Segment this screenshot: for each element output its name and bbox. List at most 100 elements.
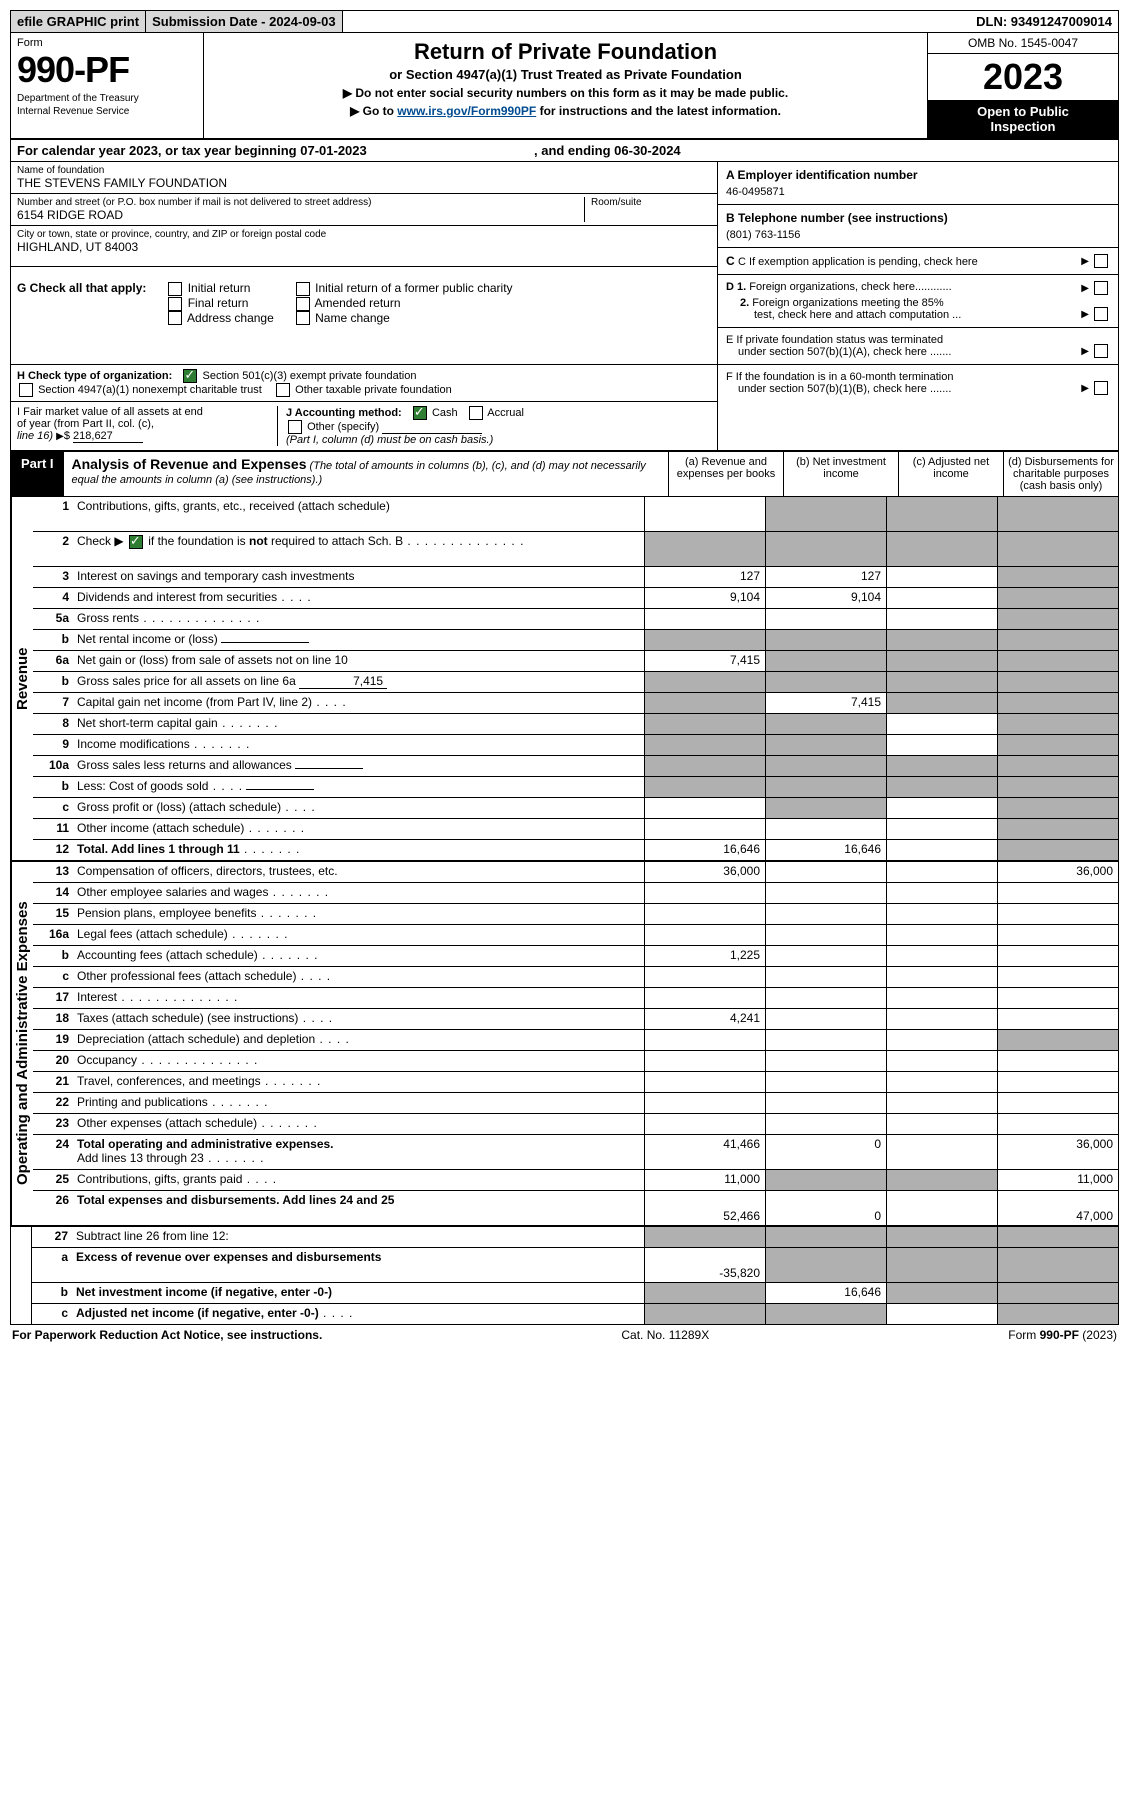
row-desc: Less: Cost of goods sold	[75, 777, 644, 797]
r24-text2: Add lines 13 through 23	[77, 1151, 204, 1165]
r17-text: Interest	[77, 990, 117, 1004]
r27b-text: Net investment income (if negative, ente…	[76, 1285, 332, 1299]
amt-d	[997, 609, 1118, 629]
row-num: 13	[33, 862, 75, 882]
footer-right-pre: Form	[1008, 1328, 1039, 1342]
r10a-text: Gross sales less returns and allowances	[77, 758, 292, 772]
amt-a: 41,466	[644, 1135, 765, 1169]
tax-year: 2023	[928, 54, 1118, 100]
amt-b: 16,646	[765, 840, 886, 860]
checkbox-accrual[interactable]	[469, 406, 483, 420]
arrow-icon	[1081, 282, 1089, 294]
amt-a	[644, 777, 765, 797]
amt-b	[765, 946, 886, 966]
r18-text: Taxes (attach schedule) (see instruction…	[77, 1011, 298, 1025]
checkbox-cash[interactable]	[413, 406, 427, 420]
row-num: 12	[33, 840, 75, 860]
row-desc: Pension plans, employee benefits	[75, 904, 644, 924]
amt-c	[886, 819, 997, 839]
checkbox-f[interactable]	[1094, 381, 1108, 395]
amt-a: 4,241	[644, 1009, 765, 1029]
checkbox-sch-b[interactable]	[129, 535, 143, 549]
amt-b	[765, 630, 886, 650]
part-i-label: Part I	[11, 452, 64, 496]
open-public-1: Open to Public	[928, 104, 1118, 119]
checkbox-initial-former[interactable]	[296, 282, 310, 296]
row-5b: b Net rental income or (loss)	[33, 630, 1118, 651]
checkbox-address-change[interactable]	[168, 311, 182, 325]
amt-c	[886, 1093, 997, 1113]
row-desc: Depreciation (attach schedule) and deple…	[75, 1030, 644, 1050]
amt-c	[886, 1227, 997, 1247]
exemption-pending-cell: C C If exemption application is pending,…	[718, 248, 1118, 275]
expenses-rows: 13 Compensation of officers, directors, …	[33, 862, 1118, 1225]
amt-b	[765, 819, 886, 839]
row-desc: Compensation of officers, directors, tru…	[75, 862, 644, 882]
r14-text: Other employee salaries and wages	[77, 885, 268, 899]
checkbox-4947[interactable]	[19, 383, 33, 397]
checkbox-name-change[interactable]	[296, 311, 310, 325]
amt-c	[886, 862, 997, 882]
checkbox-e[interactable]	[1094, 344, 1108, 358]
amt-d	[997, 1093, 1118, 1113]
r12-text: Total. Add lines 1 through 11	[77, 842, 240, 856]
checkbox-other-taxable[interactable]	[276, 383, 290, 397]
checkbox-d1[interactable]	[1094, 281, 1108, 295]
line-27-section: 27 Subtract line 26 from line 12: a Exce…	[11, 1225, 1118, 1324]
amt-d: 36,000	[997, 1135, 1118, 1169]
r10b-text: Less: Cost of goods sold	[77, 779, 208, 793]
checkbox-501c3[interactable]	[183, 369, 197, 383]
row-num: 26	[33, 1191, 75, 1225]
checkbox-other-method[interactable]	[288, 420, 302, 434]
i-value: 218,627	[73, 430, 143, 443]
r21-text: Travel, conferences, and meetings	[77, 1074, 261, 1088]
checkbox-amended[interactable]	[296, 297, 310, 311]
amt-a	[644, 967, 765, 987]
checkbox-c[interactable]	[1094, 254, 1108, 268]
amt-b	[765, 777, 886, 797]
row-num: 16a	[33, 925, 75, 945]
amt-d	[997, 925, 1118, 945]
r20-text: Occupancy	[77, 1053, 137, 1067]
amt-c	[886, 883, 997, 903]
amt-d	[997, 1114, 1118, 1134]
note2-post: for instructions and the latest informat…	[536, 104, 781, 118]
info-left: Name of foundation THE STEVENS FAMILY FO…	[11, 162, 717, 275]
row-21: 21 Travel, conferences, and meetings	[33, 1072, 1118, 1093]
amt-c	[886, 1170, 997, 1190]
row-25: 25 Contributions, gifts, grants paid 11,…	[33, 1170, 1118, 1191]
row-num: c	[32, 1304, 74, 1324]
amt-a	[644, 1304, 765, 1324]
amt-b	[765, 1170, 886, 1190]
hij-left: H Check type of organization: Section 50…	[11, 365, 717, 450]
amt-c	[886, 1009, 997, 1029]
row-desc: Net investment income (if negative, ente…	[74, 1283, 644, 1303]
h-cell: H Check type of organization: Section 50…	[11, 365, 717, 402]
row-4: 4 Dividends and interest from securities…	[33, 588, 1118, 609]
amt-b	[765, 1093, 886, 1113]
amt-b	[765, 651, 886, 671]
j-label: J Accounting method:	[286, 407, 402, 419]
row-desc: Adjusted net income (if negative, enter …	[74, 1304, 644, 1324]
amt-b	[765, 798, 886, 818]
instructions-link[interactable]: www.irs.gov/Form990PF	[397, 104, 536, 118]
row-num: 18	[33, 1009, 75, 1029]
row-desc: Other income (attach schedule)	[75, 819, 644, 839]
r2-post: required to attach Sch. B	[268, 534, 403, 548]
row-num: a	[32, 1248, 74, 1282]
row-1: 1 Contributions, gifts, grants, etc., re…	[33, 497, 1118, 532]
checkbox-initial-return[interactable]	[168, 282, 182, 296]
efile-print-button[interactable]: efile GRAPHIC print	[11, 11, 146, 32]
amt-a	[644, 1030, 765, 1050]
header-center: Return of Private Foundation or Section …	[204, 33, 927, 138]
r27c-text: Adjusted net income (if negative, enter …	[76, 1306, 319, 1320]
amt-d	[997, 532, 1118, 566]
amt-d	[997, 672, 1118, 692]
checkbox-d2[interactable]	[1094, 307, 1108, 321]
header-left: Form 990-PF Department of the Treasury I…	[11, 33, 204, 138]
checkbox-final-return[interactable]	[168, 297, 182, 311]
row-desc: Printing and publications	[75, 1093, 644, 1113]
d2b: test, check here and attach computation …	[740, 309, 961, 321]
amt-d	[997, 735, 1118, 755]
form-word: Form	[17, 37, 197, 49]
